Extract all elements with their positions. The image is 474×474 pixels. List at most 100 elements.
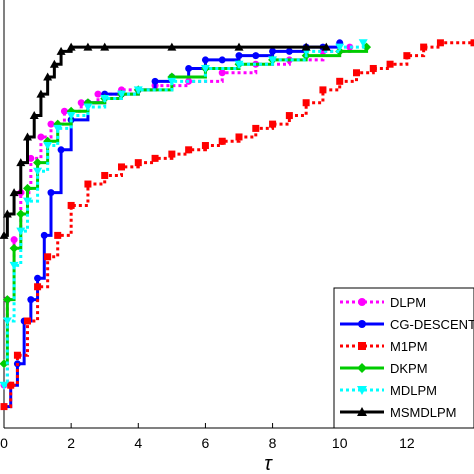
data-point <box>133 86 143 95</box>
data-point <box>33 158 43 168</box>
series-line <box>4 41 474 409</box>
legend-label: MSMDLPM <box>390 405 456 420</box>
data-point <box>83 103 93 112</box>
legend-entry: MDLPM <box>340 383 437 398</box>
data-point <box>2 295 12 305</box>
data-point <box>386 60 394 68</box>
data-point <box>43 142 53 151</box>
data-point <box>234 42 244 51</box>
data-point <box>436 39 444 47</box>
data-point <box>201 56 209 64</box>
data-point <box>185 64 193 72</box>
x-tick-label: 8 <box>269 435 277 451</box>
legend-entry: CG-DESCENT <box>340 317 474 332</box>
data-point <box>335 43 345 52</box>
data-point <box>9 243 19 253</box>
legend-label: DLPM <box>390 295 426 310</box>
data-point <box>403 52 411 60</box>
data-point <box>67 201 75 209</box>
data-point <box>10 236 18 244</box>
series-dlpm <box>0 43 354 389</box>
data-point <box>357 363 367 373</box>
data-point <box>33 167 43 176</box>
data-point <box>235 52 243 60</box>
series-m1pm <box>0 39 474 411</box>
legend: DLPM CG-DESCENT M1PM DKPM MDLPM MSMDLPM <box>333 287 474 429</box>
series-msmdlpm <box>0 42 331 239</box>
data-point <box>268 56 278 65</box>
data-point <box>0 230 9 239</box>
legend-box <box>333 287 474 429</box>
data-point <box>358 298 366 306</box>
data-point <box>66 112 76 121</box>
data-point <box>27 154 35 162</box>
data-point <box>0 381 9 390</box>
data-point <box>100 94 110 103</box>
data-point <box>77 99 85 107</box>
series-line <box>4 47 369 366</box>
data-point <box>369 64 377 72</box>
data-point <box>2 209 12 218</box>
data-point <box>167 42 177 51</box>
x-tick-label: 6 <box>202 435 210 451</box>
data-point <box>44 253 52 261</box>
data-point <box>234 60 244 69</box>
data-point <box>201 142 209 150</box>
x-tick-label: 12 <box>399 435 415 451</box>
data-point <box>117 90 126 99</box>
data-point <box>301 42 311 51</box>
legend-entry: DLPM <box>340 295 426 310</box>
data-point <box>16 158 26 167</box>
data-point <box>54 231 62 239</box>
data-point <box>235 133 243 141</box>
data-point <box>357 407 367 416</box>
legend-label: DKPM <box>390 361 428 376</box>
data-point <box>49 59 59 68</box>
data-point <box>47 189 55 197</box>
data-point <box>100 42 110 51</box>
x-tick-label: 0 <box>0 435 8 451</box>
data-point <box>9 188 19 197</box>
data-point <box>23 197 32 206</box>
data-point <box>357 386 367 395</box>
data-point <box>321 42 331 51</box>
series-dkpm <box>0 42 372 369</box>
x-axis-label: τ <box>264 453 273 474</box>
data-point <box>2 317 12 326</box>
data-point <box>185 146 193 154</box>
data-point <box>285 47 293 55</box>
data-point <box>24 317 31 325</box>
data-point <box>358 320 366 328</box>
series-mdlpm <box>0 39 368 390</box>
series-line <box>4 42 365 387</box>
data-point <box>252 52 260 60</box>
data-point <box>34 274 42 282</box>
legend-label: CG-DESCENT <box>390 317 474 332</box>
data-point <box>0 403 8 411</box>
data-point <box>43 72 53 81</box>
data-point <box>56 46 66 55</box>
legend-label: MDLPM <box>390 383 437 398</box>
data-point <box>7 381 15 389</box>
data-point <box>66 42 76 51</box>
data-point <box>16 227 26 236</box>
legend-entry: M1PM <box>340 339 428 354</box>
series-line <box>4 42 342 409</box>
data-point <box>23 132 32 141</box>
x-tick-label: 4 <box>134 435 142 451</box>
data-point <box>13 351 21 359</box>
legend-entry: MSMDLPM <box>340 405 456 420</box>
data-point <box>101 171 109 179</box>
data-point <box>40 231 48 239</box>
data-point <box>470 39 474 47</box>
data-point <box>34 283 42 291</box>
series-layer <box>0 39 474 411</box>
data-point <box>84 180 92 188</box>
data-point <box>37 133 45 141</box>
data-point <box>167 77 177 86</box>
data-point <box>47 120 55 128</box>
data-point <box>16 209 26 219</box>
series-cg-descent <box>0 39 344 411</box>
data-point <box>200 64 210 73</box>
data-point <box>285 112 293 120</box>
